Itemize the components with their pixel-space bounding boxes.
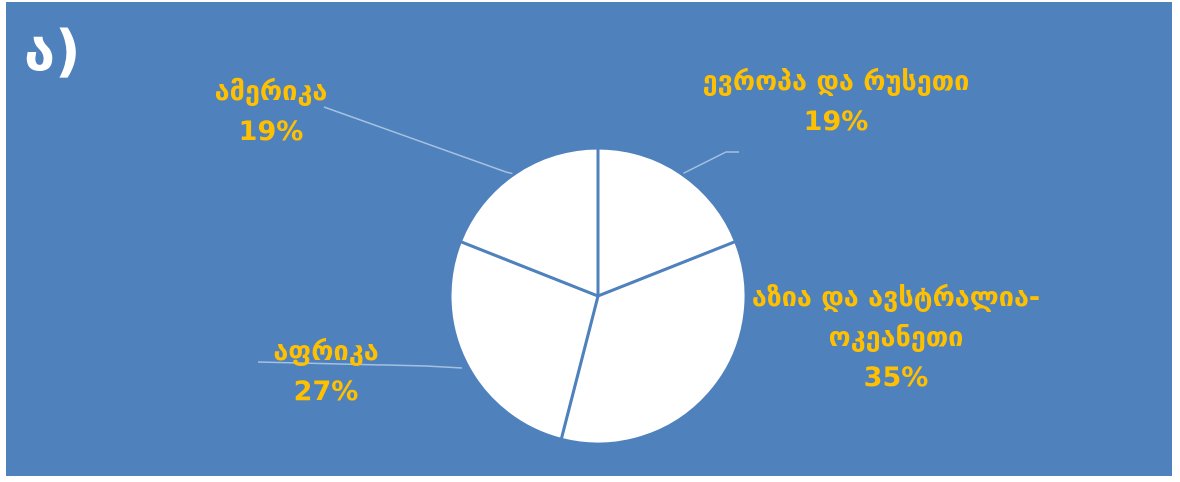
data-label-america: ამერიკა 19% (176, 72, 366, 152)
leader-line-europe-russia (681, 151, 739, 175)
pie-slice-europe-russia (596, 146, 738, 298)
data-label-america-value: 19% (238, 116, 304, 147)
data-label-america-name: ამერიკა (214, 76, 328, 107)
leader-line-america (323, 106, 515, 175)
data-label-asia-australia-oceania-name-line1: აზია და ავსტრალია- (751, 282, 1041, 313)
pie-slice-africa (448, 240, 600, 441)
data-label-africa: აფრიკა 27% (236, 332, 416, 412)
pie-slice-asia-australia-oceania (559, 240, 748, 446)
data-label-europe-russia-value: 19% (803, 106, 869, 137)
data-label-europe-russia-name: ევროპა და რუსეთი (702, 66, 970, 97)
leader-line-africa (257, 361, 463, 369)
pie-slice-america (458, 146, 600, 298)
data-label-asia-australia-oceania-name-line2: ოკეანეთი (828, 322, 964, 353)
data-label-europe-russia: ევროპა და რუსეთი 19% (626, 62, 1046, 142)
slide-background: ა) ევროპა და რუსეთი 19% აზია და ავსტრალი… (6, 2, 1172, 476)
data-label-africa-name: აფრიკა (273, 336, 379, 367)
data-label-africa-value: 27% (293, 376, 359, 407)
data-label-asia-australia-oceania-value: 35% (863, 362, 929, 393)
slide-label: ა) (24, 19, 81, 84)
pie-chart (257, 106, 748, 446)
data-label-asia-australia-oceania: აზია და ავსტრალია- ოკეანეთი 35% (666, 278, 1126, 398)
